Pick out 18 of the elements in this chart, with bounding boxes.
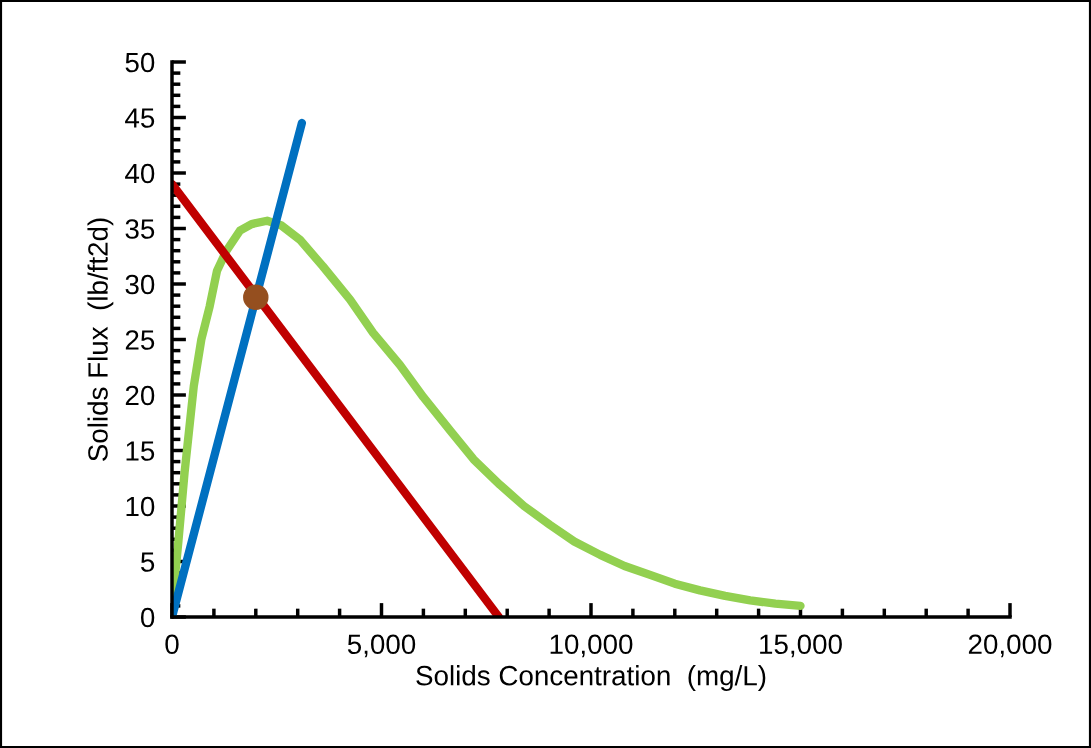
y-tick-label: 40 [125, 163, 155, 184]
y-axis-title: Solids Flux (lb/ft2d) [87, 218, 114, 461]
y-tick-label: 30 [125, 274, 155, 295]
y-tick-label: 0 [140, 607, 155, 628]
y-tick-label: 15 [126, 441, 155, 461]
y-tick-label: 5 [141, 552, 155, 572]
y-tick-label: 50 [125, 52, 155, 73]
y-tick-label: 45 [125, 108, 155, 128]
x-axis-title: Solids Concentration (mg/L) [416, 665, 766, 692]
y-tick-label: 25 [125, 330, 155, 350]
x-tick-label: 0 [165, 634, 179, 655]
y-tick-label: 20 [125, 385, 155, 406]
y-tick-label: 35 [125, 219, 155, 239]
x-tick-label: 10,000 [550, 634, 633, 658]
y-tick-label: 10 [126, 496, 155, 517]
x-tick-label: 15,000 [760, 634, 842, 658]
x-tick-label: 20,000 [968, 634, 1052, 658]
x-tick-label: 5,000 [347, 634, 416, 658]
